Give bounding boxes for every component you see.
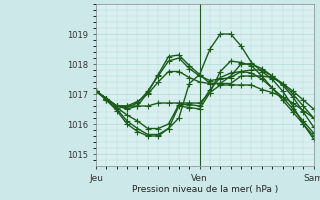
X-axis label: Pression niveau de la mer( hPa ): Pression niveau de la mer( hPa ) [132, 185, 278, 194]
